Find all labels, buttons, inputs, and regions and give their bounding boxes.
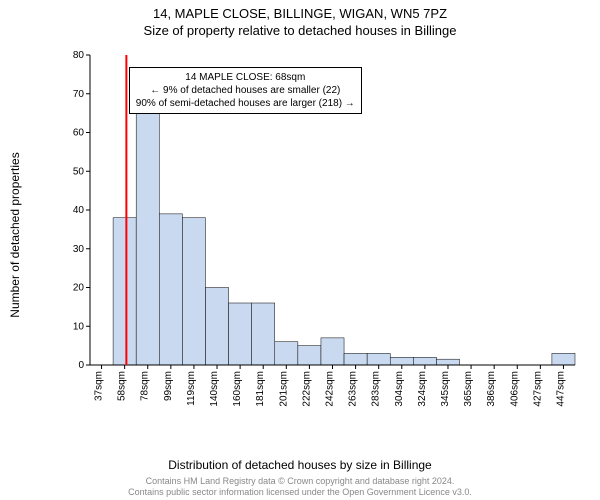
y-axis-label: Number of detached properties bbox=[8, 70, 22, 235]
svg-text:99sqm: 99sqm bbox=[163, 371, 174, 401]
annotation-line3: 90% of semi-detached houses are larger (… bbox=[136, 97, 355, 110]
svg-text:50: 50 bbox=[73, 166, 85, 177]
svg-text:37sqm: 37sqm bbox=[94, 371, 105, 401]
chart-title-main: 14, MAPLE CLOSE, BILLINGE, WIGAN, WN5 7P… bbox=[0, 0, 600, 21]
svg-text:160sqm: 160sqm bbox=[232, 371, 243, 407]
x-axis-label: Distribution of detached houses by size … bbox=[0, 458, 600, 472]
annotation-line2: ← 9% of detached houses are smaller (22) bbox=[136, 84, 355, 97]
svg-text:119sqm: 119sqm bbox=[186, 371, 197, 406]
svg-text:60: 60 bbox=[73, 128, 85, 139]
svg-text:30: 30 bbox=[73, 244, 85, 255]
svg-text:70: 70 bbox=[73, 89, 85, 100]
svg-text:10: 10 bbox=[73, 321, 85, 332]
svg-text:283sqm: 283sqm bbox=[371, 371, 382, 407]
svg-text:40: 40 bbox=[73, 205, 85, 216]
svg-text:20: 20 bbox=[73, 283, 85, 294]
svg-text:58sqm: 58sqm bbox=[117, 371, 128, 401]
svg-text:242sqm: 242sqm bbox=[325, 371, 336, 407]
svg-text:304sqm: 304sqm bbox=[394, 371, 405, 407]
svg-text:324sqm: 324sqm bbox=[417, 371, 428, 407]
footer-line1: Contains HM Land Registry data © Crown c… bbox=[0, 476, 600, 487]
svg-text:386sqm: 386sqm bbox=[486, 371, 497, 407]
svg-text:447sqm: 447sqm bbox=[555, 371, 566, 407]
chart-plot-area: 0 10 20 30 40 50 60 70 80 37sqm 58sqm 78sqm 99sqm 119… bbox=[60, 50, 580, 420]
svg-text:140sqm: 140sqm bbox=[209, 371, 220, 407]
svg-text:406sqm: 406sqm bbox=[509, 371, 520, 407]
chart-title-sub: Size of property relative to detached ho… bbox=[0, 21, 600, 38]
svg-text:427sqm: 427sqm bbox=[532, 371, 543, 407]
svg-text:365sqm: 365sqm bbox=[463, 371, 474, 407]
footer-attribution: Contains HM Land Registry data © Crown c… bbox=[0, 476, 600, 498]
svg-text:222sqm: 222sqm bbox=[301, 371, 312, 407]
svg-text:80: 80 bbox=[73, 50, 85, 61]
svg-text:201sqm: 201sqm bbox=[278, 371, 289, 407]
svg-text:0: 0 bbox=[78, 360, 84, 371]
footer-line2: Contains public sector information licen… bbox=[0, 487, 600, 498]
svg-text:78sqm: 78sqm bbox=[140, 371, 151, 401]
svg-text:181sqm: 181sqm bbox=[255, 371, 266, 407]
annotation-line1: 14 MAPLE CLOSE: 68sqm bbox=[136, 71, 355, 84]
annotation-box: 14 MAPLE CLOSE: 68sqm ← 9% of detached h… bbox=[129, 67, 362, 114]
svg-text:263sqm: 263sqm bbox=[348, 371, 359, 407]
svg-text:345sqm: 345sqm bbox=[440, 371, 451, 407]
